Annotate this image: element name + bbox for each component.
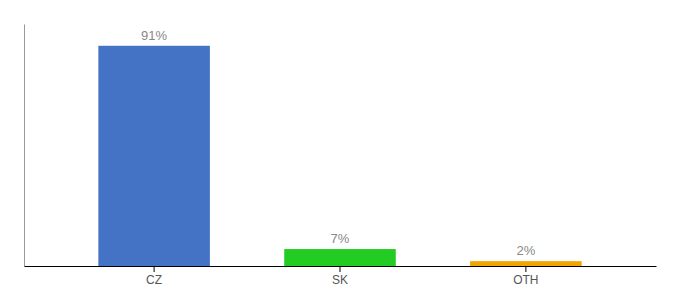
x-tick-mark	[154, 266, 155, 272]
x-tick: OTH	[513, 266, 538, 287]
bar	[470, 261, 582, 266]
plot: CZ SK OTH 91% 7% 2%	[25, 25, 657, 287]
data-label: 91%	[141, 28, 167, 43]
x-tick-mark	[525, 266, 526, 272]
bar	[284, 249, 396, 266]
x-tick-label: OTH	[513, 273, 538, 287]
chart: CZ SK OTH 91% 7% 2%	[0, 0, 680, 300]
x-tick: SK	[332, 266, 348, 287]
x-tick-mark	[340, 266, 341, 272]
data-label: 2%	[516, 243, 535, 258]
data-label: 7%	[331, 231, 350, 246]
bar	[98, 46, 210, 266]
y-axis-line	[24, 25, 25, 267]
x-tick-label: CZ	[146, 273, 162, 287]
data-labels: 91% 7% 2%	[141, 28, 536, 258]
x-tick-label: SK	[332, 273, 348, 287]
x-tick: CZ	[146, 266, 162, 287]
y-axis	[24, 25, 25, 267]
bars	[98, 46, 581, 266]
x-axis: CZ SK OTH	[25, 266, 657, 287]
